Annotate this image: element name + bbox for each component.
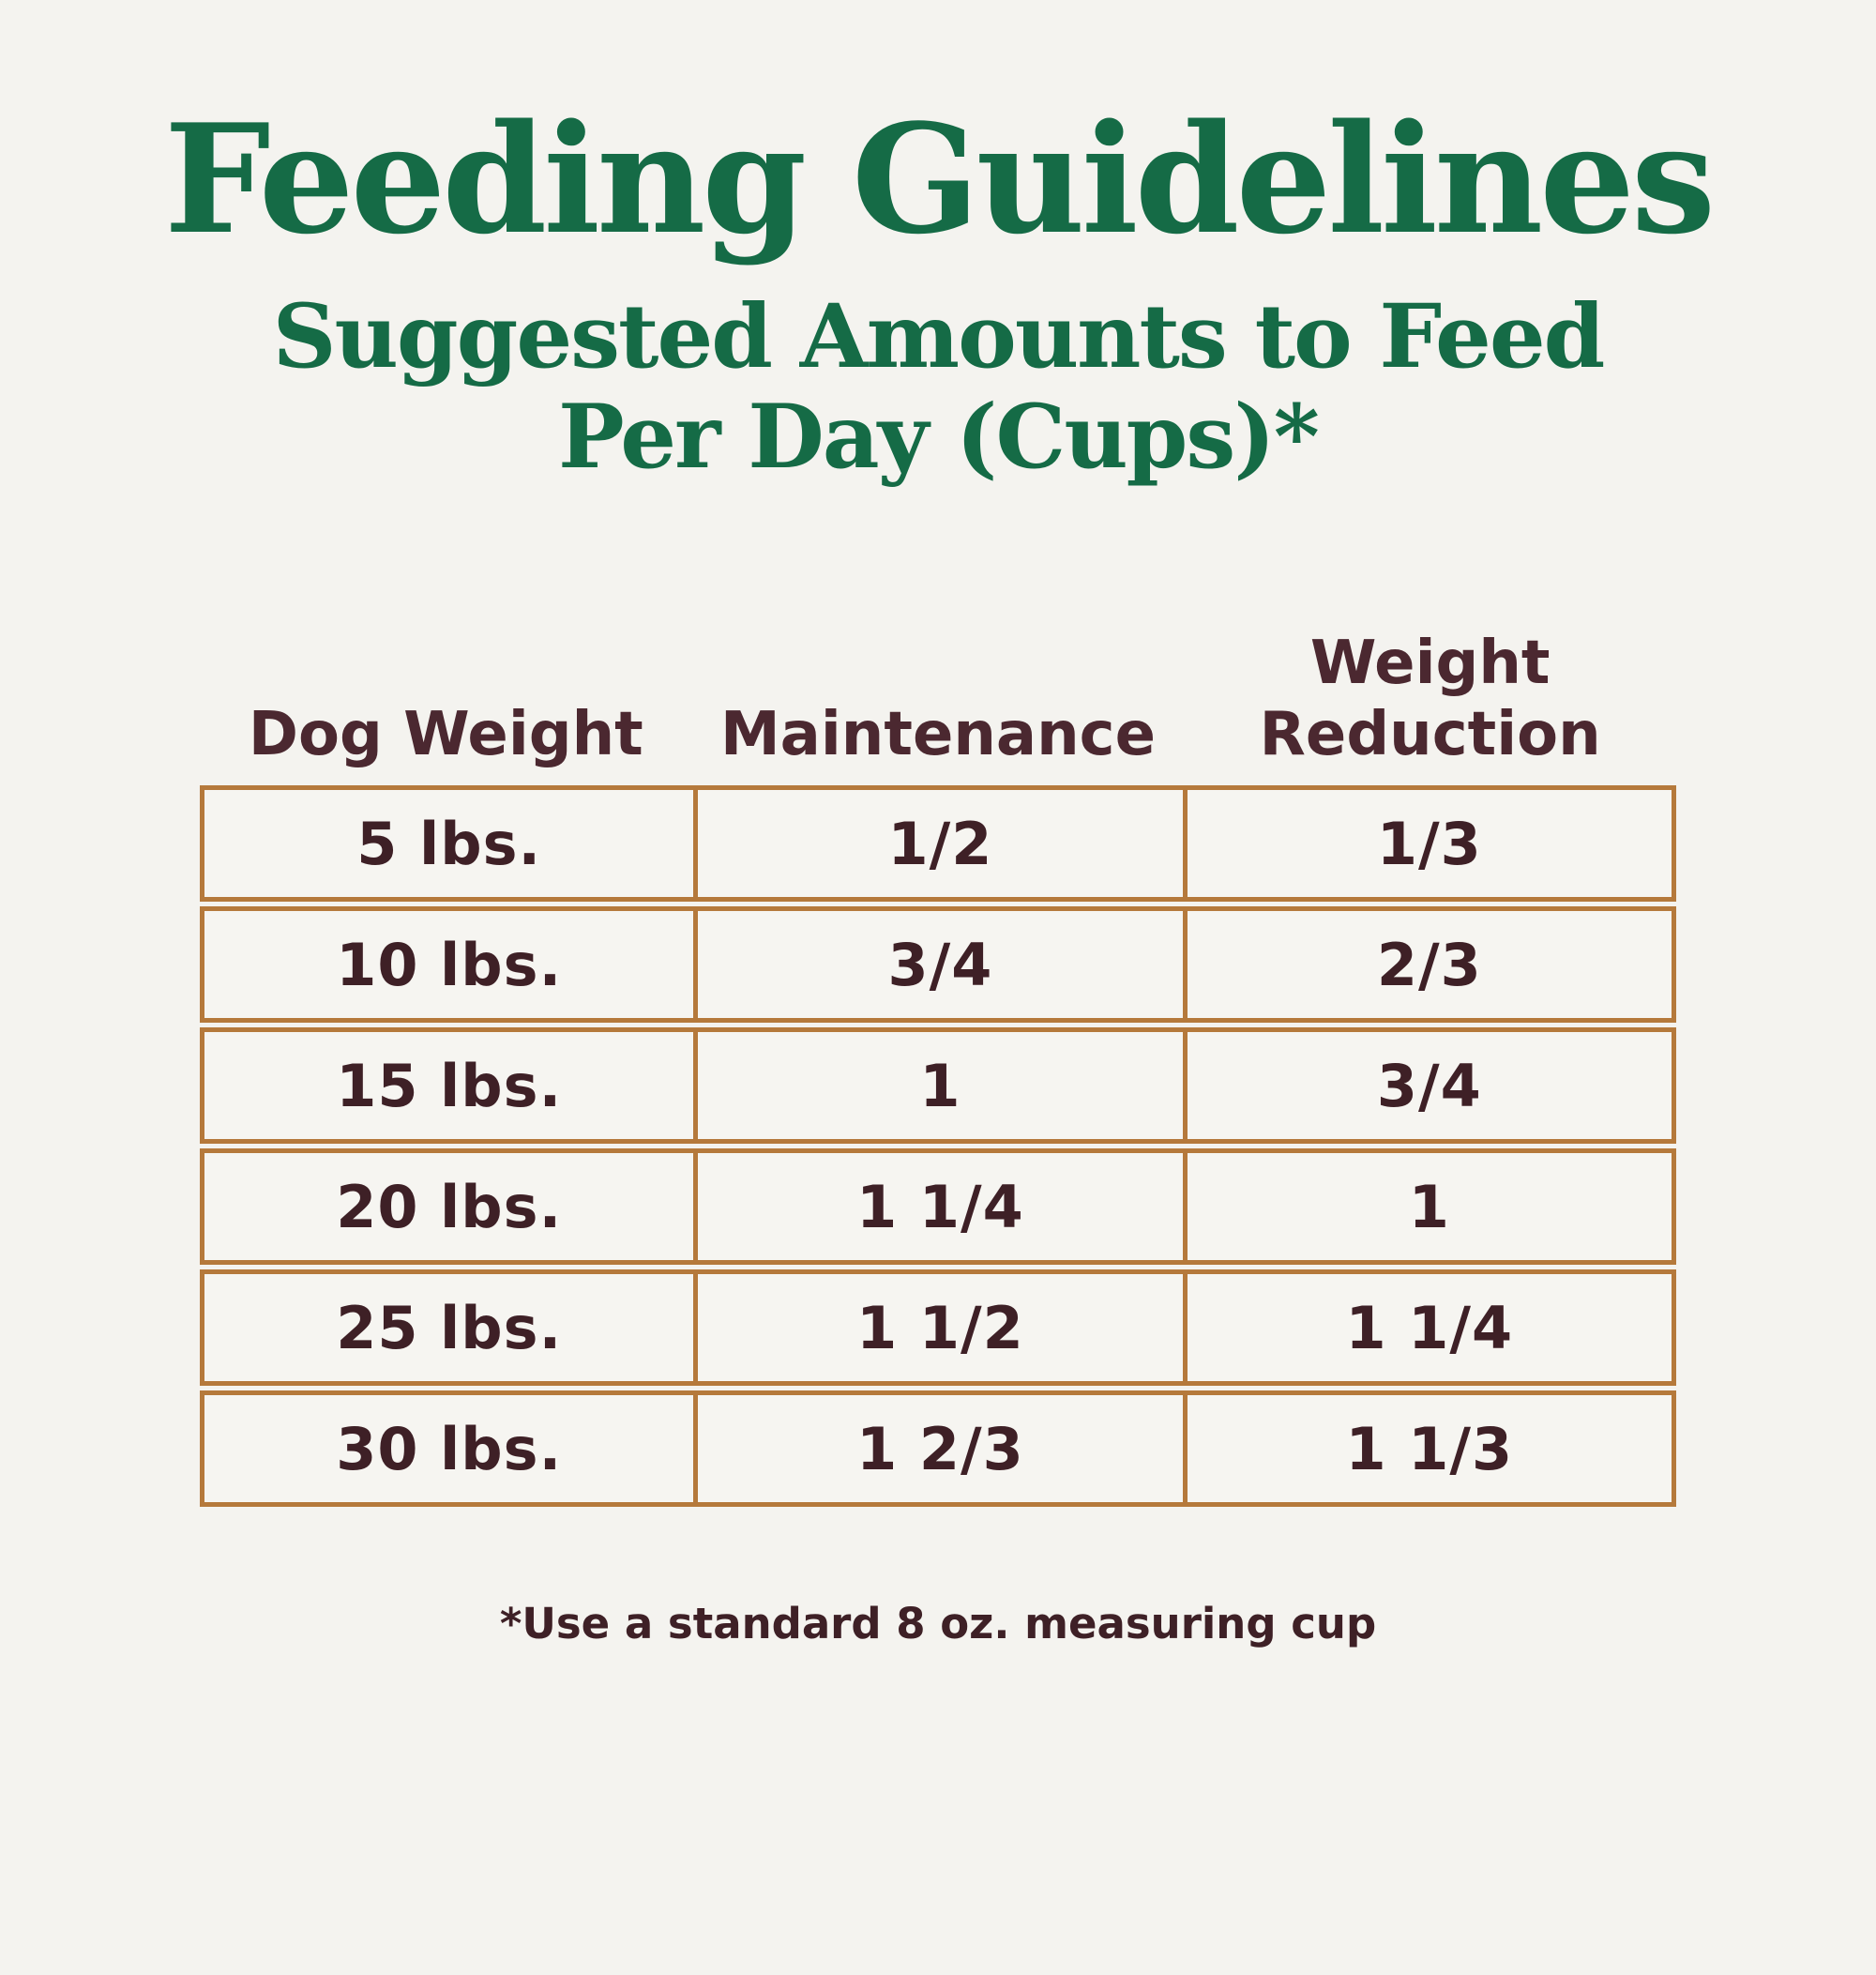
feeding-table: 5 lbs. 1/2 1/3 10 lbs. 3/4 2/3 15 lbs. 1… [200, 785, 1676, 1508]
column-header-dog-weight: Dog Weight [248, 699, 643, 769]
table-column-headers: Dog Weight Maintenance Weight Reduction [200, 629, 1676, 770]
cell-weight-reduction: 1 1/4 [1182, 1274, 1672, 1382]
cell-maintenance: 1 1/2 [693, 1274, 1182, 1382]
table-row: 30 lbs. 1 2/3 1 1/3 [200, 1390, 1676, 1508]
cell-weight-reduction: 1 1/3 [1182, 1395, 1672, 1503]
cell-dog-weight: 5 lbs. [356, 809, 542, 878]
cell-maintenance: 1 1/4 [693, 1153, 1182, 1261]
cell-dog-weight: 25 lbs. [336, 1293, 563, 1362]
cell-dog-weight: 20 lbs. [336, 1172, 563, 1241]
cell-dog-weight: 30 lbs. [336, 1414, 563, 1483]
subtitle-line-1: Suggested Amounts to Feed [272, 284, 1606, 388]
cell-maintenance: 3/4 [693, 911, 1182, 1019]
table-row: 25 lbs. 1 1/2 1 1/4 [200, 1269, 1676, 1387]
table-row: 15 lbs. 1 3/4 [200, 1027, 1676, 1145]
column-header-maintenance: Maintenance [719, 699, 1156, 769]
page-title: Feeding Guidelines [163, 91, 1716, 267]
page-subtitle: Suggested Amounts to Feed Per Day (Cups)… [0, 284, 1876, 489]
cell-dog-weight: 10 lbs. [336, 930, 563, 999]
column-header-weight-reduction: Weight Reduction [1259, 629, 1601, 769]
footnote: *Use a standard 8 oz. measuring cup [499, 1599, 1377, 1649]
cell-weight-reduction: 2/3 [1182, 911, 1672, 1019]
cell-maintenance: 1/2 [693, 790, 1182, 898]
cell-weight-reduction: 3/4 [1182, 1032, 1672, 1140]
table-row: 10 lbs. 3/4 2/3 [200, 906, 1676, 1024]
cell-maintenance: 1 2/3 [693, 1395, 1182, 1503]
cell-dog-weight: 15 lbs. [336, 1051, 563, 1120]
cell-weight-reduction: 1/3 [1182, 790, 1672, 898]
table-row: 20 lbs. 1 1/4 1 [200, 1148, 1676, 1266]
table-row: 5 lbs. 1/2 1/3 [200, 785, 1676, 903]
cell-weight-reduction: 1 [1182, 1153, 1672, 1261]
cell-maintenance: 1 [693, 1032, 1182, 1140]
subtitle-line-2: Per Day (Cups)* [558, 385, 1320, 489]
